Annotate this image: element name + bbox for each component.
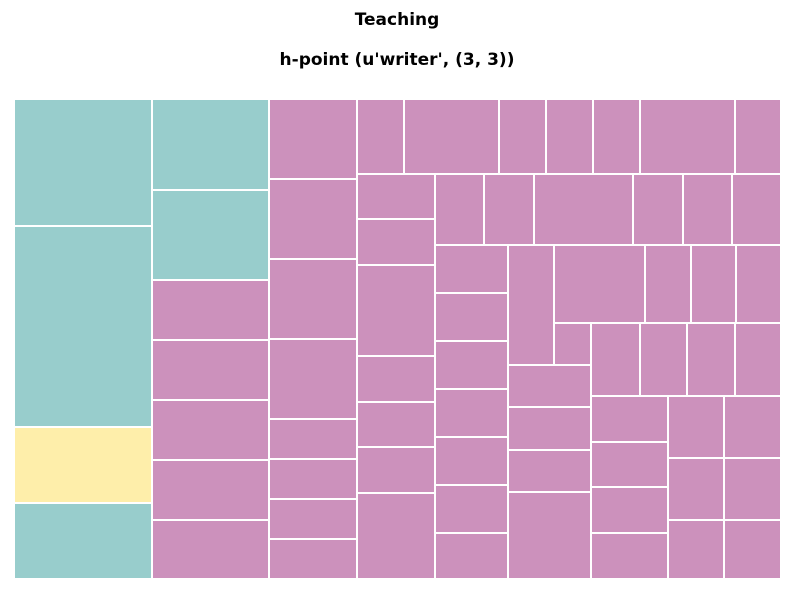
- treemap-tile-pink: [545, 98, 594, 175]
- treemap-tile-pink: [356, 173, 436, 220]
- treemap-tile-pink: [592, 98, 641, 175]
- treemap-tile-pink: [356, 218, 436, 266]
- treemap-tile-pink: [723, 395, 782, 459]
- treemap-tile-pink: [731, 173, 782, 246]
- treemap-tile-pink: [151, 399, 270, 461]
- treemap-tile-pink: [434, 340, 509, 390]
- treemap-tile-pink: [151, 519, 270, 580]
- treemap-tile-pink: [667, 519, 725, 580]
- treemap-tile-pink: [268, 418, 358, 460]
- chart-title: Teaching: [354, 10, 440, 30]
- treemap-tile-pink: [434, 532, 509, 580]
- treemap-tile-pink: [434, 484, 509, 534]
- treemap-tile-pink: [356, 492, 436, 580]
- chart-subtitle: h-point (u'writer', (3, 3)): [279, 50, 515, 70]
- treemap-tile-pink: [434, 436, 509, 486]
- treemap-tile-pink: [268, 498, 358, 540]
- treemap-tile-pink: [434, 244, 509, 294]
- treemap-tile-pink: [590, 322, 641, 397]
- treemap-tile-pink: [483, 173, 535, 246]
- treemap-tile-pink: [667, 457, 725, 521]
- treemap-tile-teal: [13, 502, 153, 580]
- treemap-tile-teal: [151, 189, 270, 281]
- treemap-tile-pink: [590, 532, 669, 580]
- treemap-tile-pink: [682, 173, 733, 246]
- treemap-tile-pink: [434, 292, 509, 342]
- treemap-tile-pink: [434, 173, 485, 246]
- treemap-tile-pink: [268, 338, 358, 420]
- treemap-tile-pink: [639, 98, 736, 175]
- treemap-tile-pink: [356, 401, 436, 448]
- treemap-tile-pink: [507, 364, 592, 408]
- treemap-tile-pink: [667, 395, 725, 459]
- treemap-tile-pink: [533, 173, 634, 246]
- treemap-tile-pink: [356, 98, 405, 175]
- treemap-tile-pink: [632, 173, 684, 246]
- treemap-tile-pink: [151, 459, 270, 521]
- treemap-tile-pink: [507, 491, 592, 580]
- treemap-tile-teal: [151, 98, 270, 191]
- treemap-tile-pink: [434, 388, 509, 438]
- treemap-tile-teal: [13, 225, 153, 428]
- treemap-tile-pink: [268, 178, 358, 260]
- treemap-tile-pink: [268, 458, 358, 500]
- treemap-tile-pink: [735, 244, 782, 324]
- treemap-tile-pink: [590, 395, 669, 443]
- treemap-tile-pink: [268, 538, 358, 580]
- treemap-tile-pink: [356, 264, 436, 357]
- treemap-tile-pink: [498, 98, 547, 175]
- treemap-tile-pink: [553, 244, 646, 324]
- treemap-tile-pink: [507, 449, 592, 493]
- treemap-tile-pink: [690, 244, 737, 324]
- treemap-tile-teal: [13, 98, 153, 227]
- treemap-tile-pink: [639, 322, 688, 397]
- treemap-tile-pink: [356, 355, 436, 403]
- treemap-tile-pink: [590, 441, 669, 488]
- treemap-tile-pink: [723, 519, 782, 580]
- treemap-tile-pink: [734, 98, 782, 175]
- treemap-tile-pink: [507, 244, 555, 366]
- treemap-tile-pink: [507, 406, 592, 451]
- treemap-tile-pink: [151, 339, 270, 401]
- treemap-tile-pink: [553, 322, 592, 366]
- treemap-tile-pink: [403, 98, 500, 175]
- treemap-tile-pink: [356, 446, 436, 494]
- treemap-tile-pink: [644, 244, 692, 324]
- treemap-tile-pink: [590, 486, 669, 534]
- treemap-tile-pink: [268, 98, 358, 180]
- treemap-tile-pink: [734, 322, 782, 397]
- treemap-tile-pink: [268, 258, 358, 340]
- treemap-tile-pink: [686, 322, 736, 397]
- treemap-tile-pink: [723, 457, 782, 521]
- treemap-tile-yellow: [13, 426, 153, 504]
- treemap-tile-pink: [151, 279, 270, 341]
